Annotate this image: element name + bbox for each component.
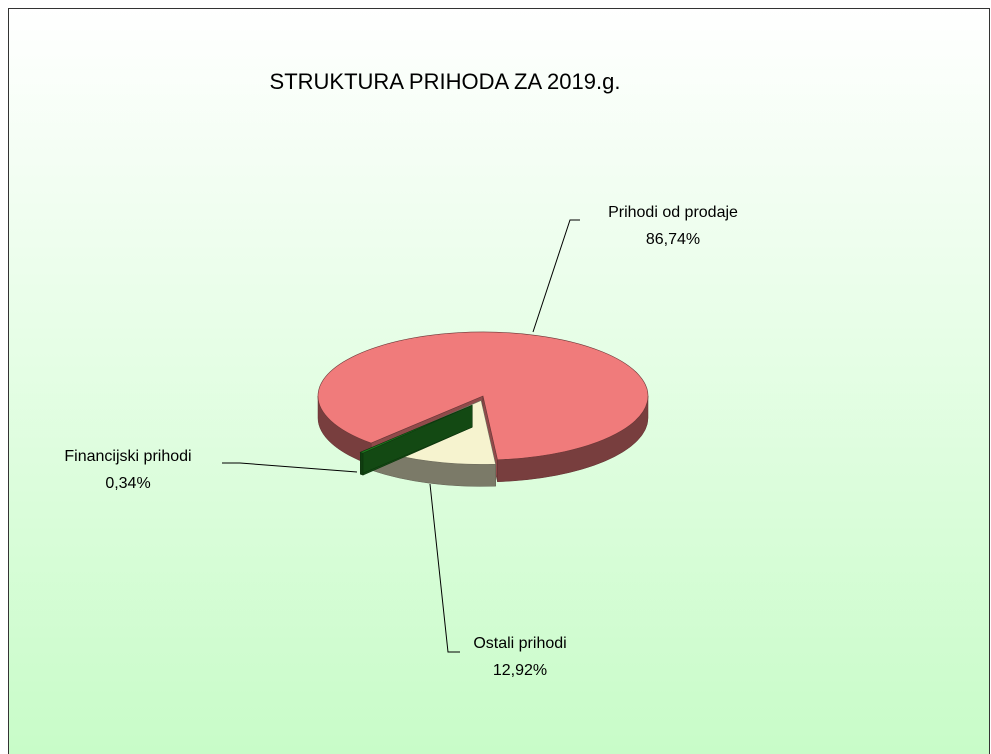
- slice-side: [360, 451, 364, 476]
- slice-label: Financijski prihodi: [64, 448, 191, 465]
- slice-label: Ostali prihodi: [473, 635, 566, 652]
- leader-line: [222, 462, 358, 473]
- slice-label: Prihodi od prodaje: [608, 204, 738, 221]
- slice: [359, 404, 473, 454]
- value-label: 12,92%: [493, 662, 547, 679]
- chart-title: STRUKTURA PRIHODA ZA 2019.g.: [270, 69, 621, 94]
- value-label: 0,34%: [105, 475, 150, 492]
- slice: [317, 331, 649, 461]
- pie: [317, 331, 649, 487]
- value-label: 86,74%: [646, 231, 700, 248]
- leader-line: [532, 219, 580, 333]
- leader-line: [429, 483, 460, 653]
